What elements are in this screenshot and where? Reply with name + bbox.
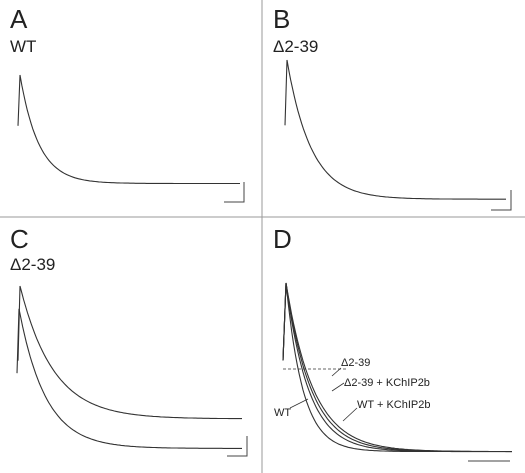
panel-c-scale-bar [227,436,248,457]
panel-d-trace-wt [282,282,512,453]
panel-d-label-d239-kchip2b: Δ2-39 + KChIP2b [344,377,430,389]
panel-d-trace-wt-kchip2b [282,282,512,453]
panel-d-pointer-d239 [331,367,342,377]
panel-b-label: Δ2-39 [273,37,318,56]
panel-d-label-wt: WT [274,407,291,419]
panel-c-trace-lower [16,308,242,449]
panel-a-letter: A [10,4,28,34]
panel-a-label: WT [10,37,36,56]
panel-d-label-wt-kchip2b: WT + KChIP2b [357,399,430,411]
panel-b-trace [284,59,506,200]
panel-b-letter: B [273,4,290,34]
panel-d-label-d239: Δ2-39 [341,357,370,369]
panel-d-pointer-wt [289,398,309,409]
panel-c-label: Δ2-39 [10,255,55,274]
panel-b: B Δ2-39 [273,4,512,211]
panel-a: A WT [10,4,245,203]
panel-b-scale-bar [491,190,512,211]
panel-d-pointer-d239-kchip2b [331,382,345,392]
panel-a-trace [17,74,240,185]
panel-c: C Δ2-39 [10,224,248,457]
panel-c-trace-upper [17,285,242,420]
panel-d-trace-d239-kchip2b [282,282,512,453]
panel-d-letter: D [273,224,292,254]
panel-c-letter: C [10,224,29,254]
panel-a-scale-bar [224,182,245,203]
panel-d-trace-d239 [282,282,512,453]
panel-d: D Δ2-39 Δ2-39 + KChIP2b WT + KChIP2b WT [273,224,512,462]
panel-d-pointer-wt-kchip2b [342,407,358,422]
